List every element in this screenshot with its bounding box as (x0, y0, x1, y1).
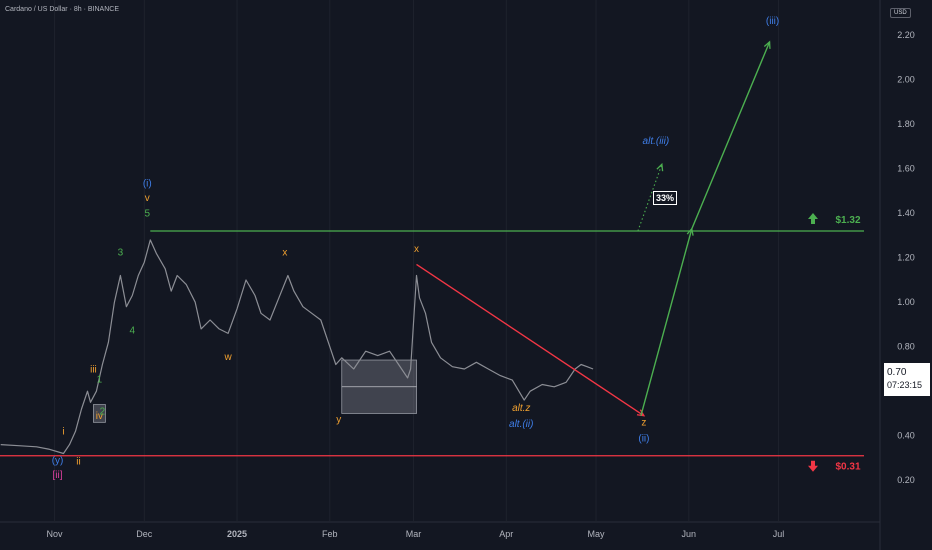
projection-arrowhead (763, 40, 771, 49)
support-label: $0.31 (835, 462, 860, 473)
arrow-up-icon (808, 213, 818, 224)
x-tick-label: Feb (322, 529, 338, 539)
wave-label: x (414, 244, 419, 255)
current-price-label: 0.70 07:23:15 (884, 363, 930, 396)
wave-label: alt.(ii) (509, 419, 533, 430)
y-tick-label: 0.40 (897, 431, 915, 441)
wave-label: (y) (52, 456, 64, 467)
y-tick-label: 2.00 (897, 75, 915, 85)
wave-label: 4 (130, 325, 136, 336)
wave-label: y (336, 414, 341, 425)
probability-badge: 33% (653, 191, 678, 205)
x-tick-label: Mar (406, 529, 422, 539)
projection-arrowhead (656, 162, 664, 172)
x-tick-label: Jul (773, 529, 785, 539)
wave-label: iii (90, 364, 97, 375)
y-tick-label: 2.20 (897, 30, 915, 40)
bearish-projection-line (416, 263, 645, 417)
price-line (0, 239, 594, 455)
wave-label: z (641, 418, 646, 429)
x-tick-label: Apr (499, 529, 513, 539)
current-price: 0.70 (887, 367, 907, 378)
small-box (93, 404, 106, 423)
wave-label: [ii] (53, 470, 63, 481)
x-tick-label: Nov (47, 529, 64, 539)
wave-label: 5 (145, 209, 151, 220)
resistance-label: $1.32 (835, 215, 860, 226)
bar-countdown: 07:23:15 (887, 380, 923, 390)
wave-label: alt.(iii) (643, 136, 670, 147)
y-tick-label: 0.80 (897, 342, 915, 352)
x-tick-label: May (588, 529, 606, 539)
currency-badge[interactable]: USD (890, 8, 911, 18)
wave-label: v (145, 193, 150, 204)
wave-label: 1 (97, 374, 103, 385)
wave-label: x (282, 247, 287, 258)
wave-label: (i) (143, 179, 152, 190)
wave-label: ii (76, 457, 80, 468)
y-tick-label: 1.40 (897, 208, 915, 218)
y-tick-label: 1.80 (897, 119, 915, 129)
symbol-title: Cardano / US Dollar · 8h · BINANCE (5, 6, 119, 13)
x-tick-label: Dec (136, 529, 153, 539)
y-tick-label: 1.60 (897, 164, 915, 174)
x-tick-label: Jun (682, 529, 697, 539)
wave-label: 3 (118, 247, 124, 258)
wave-label: w (223, 352, 232, 363)
y-tick-label: 1.00 (897, 297, 915, 307)
wave-label: alt.z (512, 403, 530, 414)
arrow-down-icon (808, 460, 818, 472)
x-tick-label: 2025 (227, 529, 247, 539)
wave-label: 2 (100, 407, 106, 418)
wave-label: iv (96, 411, 103, 422)
y-tick-label: 0.20 (897, 475, 915, 485)
projection-arrowhead (686, 227, 694, 236)
y-tick-label: 1.20 (897, 253, 915, 263)
wave-label: (iii) (766, 16, 779, 27)
wave-label: (ii) (638, 433, 649, 444)
wave-label: i (62, 427, 64, 438)
